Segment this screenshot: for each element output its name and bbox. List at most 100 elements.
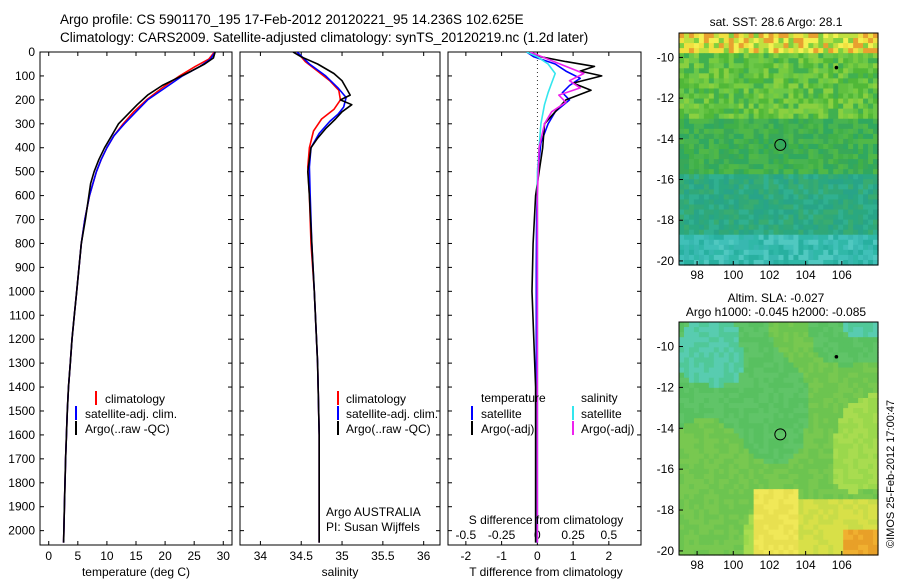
x-tick-label: 0 [45,549,52,563]
map-cell [843,357,849,364]
map-cell [748,397,755,404]
map-cell [828,149,834,155]
map-cell [808,448,814,455]
map-cell [853,549,859,556]
map-cell [843,342,849,348]
map-cell [738,479,745,485]
map-cell [843,219,849,226]
map-cell [843,433,849,440]
map-cell [808,63,814,69]
map-cell [793,108,799,115]
map-cell [843,514,849,521]
map-cell [858,199,864,206]
map-cell [788,504,795,511]
map-cell [838,443,844,450]
map-cell [868,463,874,470]
map-cell [718,408,725,414]
map-cell [718,484,725,490]
map-cell [718,397,725,404]
map-cell [773,372,780,379]
map-cell [838,362,844,369]
map-cell [703,403,710,409]
map-cell [753,169,760,175]
map-cell [798,78,804,85]
map-cell [868,204,874,211]
map-cell [723,489,730,495]
map-cell [713,519,720,526]
map-cell [848,83,854,90]
map-cell [798,234,804,241]
map-cell [728,194,735,201]
x-tick-label: 102 [759,268,779,282]
map-cell [728,448,735,455]
map-cell [858,504,864,511]
map-cell [848,544,854,551]
map-cell [679,194,685,201]
map-cell [818,352,824,359]
map-cell [773,254,780,261]
map-cell [793,78,799,85]
map-cell [708,448,715,455]
map-cell [843,377,849,384]
map-cell [793,433,799,440]
map-cell [853,463,859,470]
map-cell [828,68,834,74]
map-cell [748,229,755,236]
map-cell [793,189,799,195]
map-cell [728,514,735,521]
map-cell [783,118,790,125]
map-cell [783,342,790,348]
map-cell [738,352,745,359]
map-cell [833,327,839,333]
map-cell [788,204,795,211]
map-cell [753,458,760,465]
map-cell [708,159,715,165]
map-cell [738,539,745,546]
map-cell [853,453,859,460]
map-cell [728,463,735,470]
map-cell [733,534,740,541]
map-cell [813,118,819,125]
map-cell [733,544,740,551]
x-tick-label: 25 [188,549,202,563]
map-cell [828,239,834,246]
map-cell [698,423,705,429]
map-cell [683,63,690,69]
map-cell [693,453,700,460]
map-cell [818,159,824,165]
map-cell [718,229,725,236]
map-cell [738,219,745,226]
map-cell [863,549,869,556]
map-cell [773,249,780,256]
map-cell [828,58,834,64]
map-cell [828,194,834,201]
map-cell [773,322,780,328]
map-cell [803,418,809,424]
map-cell [748,254,755,261]
map-cell [723,149,730,155]
map-cell [698,103,705,110]
map-cell [778,33,785,39]
map-cell [688,249,695,256]
map-cell [813,189,819,195]
map-cell [718,78,725,85]
map-cell [698,332,705,338]
map-cell [823,73,829,79]
map-cell [728,38,735,44]
map-cell [788,143,795,150]
map-cell [708,184,715,190]
map-cell [833,204,839,211]
map-cell [838,408,844,414]
map-cell [768,244,775,251]
map-cell [833,408,839,414]
map-cell [748,473,755,480]
map-cell [708,123,715,130]
map-cell [823,428,829,435]
map-cell [698,98,705,105]
map-cell [848,408,854,414]
map-cell [803,519,809,526]
map-cell [778,224,785,231]
map-cell [858,73,864,79]
y-tick-label: 1300 [8,356,35,370]
map-cell [713,78,720,85]
